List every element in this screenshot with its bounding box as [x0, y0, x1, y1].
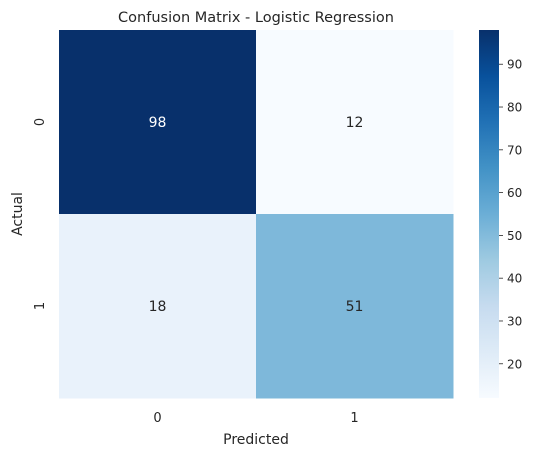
- heatmap-cell-0-1: [256, 30, 454, 215]
- heatmap-annotations: 98 12 18 51: [149, 115, 364, 315]
- colorbar-tick-label: 40: [507, 272, 522, 286]
- heatmap-cell-0-0: [59, 30, 257, 215]
- y-tick-label: 1: [33, 302, 48, 310]
- cell-value-label: 12: [346, 115, 364, 131]
- cell-value-label: 98: [149, 115, 167, 131]
- y-axis-ticks: 01: [33, 118, 48, 310]
- colorbar-tick-label: 30: [507, 314, 522, 328]
- colorbar-tick-label: 70: [507, 143, 522, 157]
- cell-value-label: 18: [149, 299, 167, 315]
- x-axis-label: Predicted: [223, 432, 289, 448]
- chart-title: Confusion Matrix - Logistic Regression: [118, 10, 394, 26]
- cell-value-label: 51: [346, 299, 364, 315]
- colorbar-tick-label: 80: [507, 101, 522, 115]
- x-tick-label: 0: [153, 411, 161, 426]
- colorbar: [479, 30, 499, 398]
- colorbar-tick-label: 90: [507, 58, 522, 72]
- x-tick-label: 1: [350, 411, 358, 426]
- heatmap-cells: [59, 30, 454, 399]
- colorbar-tick-label: 50: [507, 229, 522, 243]
- y-axis-label: Actual: [10, 192, 26, 236]
- colorbar-ticks: 20 30 40 50 60 70 80 90: [499, 58, 522, 371]
- colorbar-tick-label: 20: [507, 357, 522, 371]
- colorbar-tick-label: 60: [507, 186, 522, 200]
- y-tick-label: 0: [33, 118, 48, 126]
- heatmap-cell-1-1: [256, 214, 454, 399]
- heatmap-cell-1-0: [59, 214, 257, 399]
